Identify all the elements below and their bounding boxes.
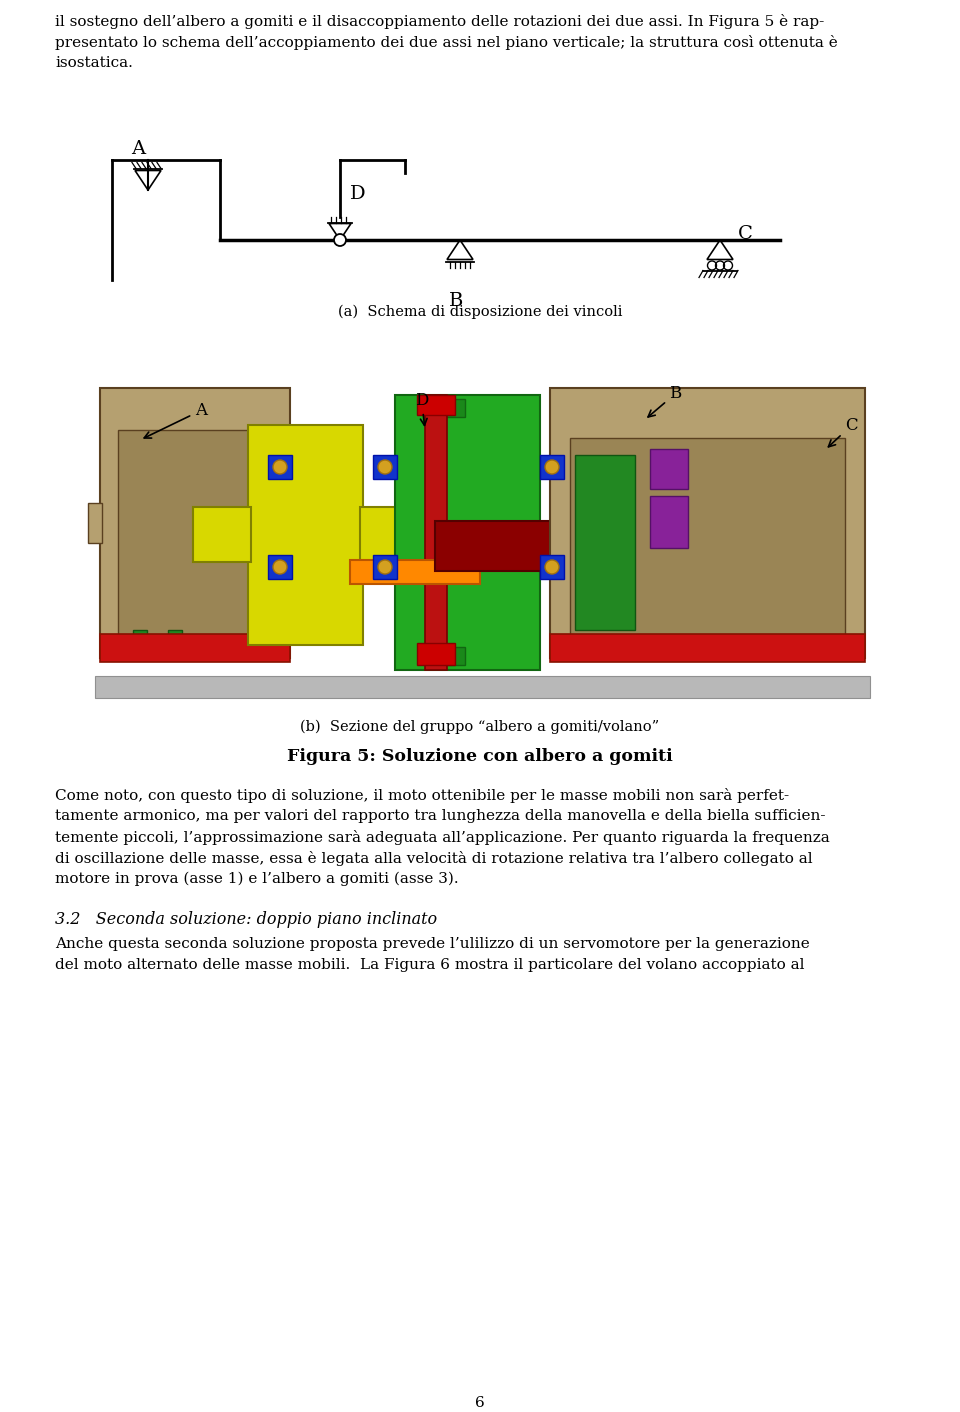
Text: C: C — [828, 417, 857, 446]
Text: del moto alternato delle masse mobili.  La Figura 6 mostra il particolare del vo: del moto alternato delle masse mobili. L… — [55, 957, 804, 971]
Bar — [168, 630, 182, 659]
Bar — [95, 676, 870, 698]
Text: Come noto, con questo tipo di soluzione, il moto ottenibile per le masse mobili : Come noto, con questo tipo di soluzione,… — [55, 788, 789, 803]
Bar — [570, 438, 845, 638]
Circle shape — [378, 561, 392, 575]
Bar — [550, 634, 865, 662]
Text: isostatica.: isostatica. — [55, 56, 132, 71]
Bar — [193, 507, 251, 562]
Bar — [435, 647, 465, 665]
Text: B: B — [648, 385, 682, 417]
Bar — [88, 503, 102, 544]
Circle shape — [273, 460, 287, 474]
Text: Figura 5: Soluzione con albero a gomiti: Figura 5: Soluzione con albero a gomiti — [287, 748, 673, 765]
Text: C: C — [738, 225, 753, 243]
Bar — [435, 400, 465, 417]
Bar — [417, 395, 455, 415]
Text: (a)  Schema di disposizione dei vincoli: (a) Schema di disposizione dei vincoli — [338, 305, 622, 319]
Bar — [417, 642, 455, 665]
Bar — [373, 455, 397, 479]
Circle shape — [273, 561, 287, 575]
Text: presentato lo schema dell’accoppiamento dei due assi nel piano verticale; la str: presentato lo schema dell’accoppiamento … — [55, 35, 838, 49]
Bar — [248, 425, 363, 645]
Bar — [540, 555, 564, 579]
Circle shape — [545, 460, 559, 474]
Text: temente piccoli, l’approssimazione sarà adeguata all’applicazione. Per quanto ri: temente piccoli, l’approssimazione sarà … — [55, 830, 829, 844]
Bar — [550, 388, 865, 658]
Circle shape — [334, 234, 346, 246]
Bar — [100, 388, 290, 658]
Bar — [373, 555, 397, 579]
Bar — [395, 395, 540, 671]
Text: (b)  Sezione del gruppo “albero a gomiti/volano”: (b) Sezione del gruppo “albero a gomiti/… — [300, 720, 660, 734]
Bar — [650, 449, 688, 489]
Text: Anche questa seconda soluzione proposta prevede l’ulilizzo di un servomotore per: Anche questa seconda soluzione proposta … — [55, 938, 809, 952]
Text: 6: 6 — [475, 1396, 485, 1411]
Text: motore in prova (asse 1) e l’albero a gomiti (asse 3).: motore in prova (asse 1) e l’albero a go… — [55, 873, 459, 887]
Bar — [540, 455, 564, 479]
Bar — [118, 431, 272, 640]
Text: B: B — [449, 291, 463, 309]
Text: A: A — [144, 402, 207, 438]
Bar — [133, 630, 147, 659]
Bar — [350, 561, 480, 585]
Text: D: D — [415, 393, 428, 425]
Bar — [425, 395, 447, 671]
Text: 3.2   Seconda soluzione: doppio piano inclinato: 3.2 Seconda soluzione: doppio piano incl… — [55, 911, 437, 928]
Bar — [575, 455, 635, 630]
Bar — [650, 497, 688, 548]
Bar — [100, 634, 290, 662]
Bar — [268, 555, 292, 579]
Text: di oscillazione delle masse, essa è legata alla velocità di rotazione relativa t: di oscillazione delle masse, essa è lega… — [55, 851, 812, 866]
Circle shape — [545, 561, 559, 575]
Text: A: A — [131, 141, 145, 158]
Bar — [268, 455, 292, 479]
Circle shape — [378, 460, 392, 474]
Bar — [435, 521, 860, 570]
Text: tamente armonico, ma per valori del rapporto tra lunghezza della manovella e del: tamente armonico, ma per valori del rapp… — [55, 809, 826, 823]
Text: il sostegno dell’albero a gomiti e il disaccoppiamento delle rotazioni dei due a: il sostegno dell’albero a gomiti e il di… — [55, 14, 825, 30]
Bar — [360, 507, 410, 562]
Text: D: D — [350, 185, 366, 203]
